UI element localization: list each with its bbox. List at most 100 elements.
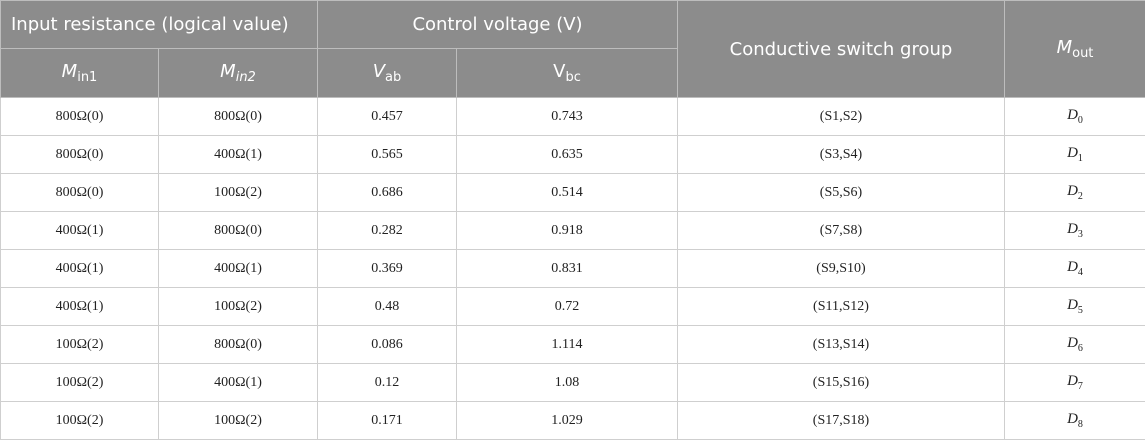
table-row: 800Ω(0) 400Ω(1) 0.565 0.635 (S3,S4) D1 [0, 135, 1145, 174]
header-min1: Min1 [0, 48, 159, 98]
cell-min1: 400Ω(1) [0, 211, 159, 250]
cell-mout-main: D [1067, 145, 1078, 161]
cell-mout-sub: 3 [1077, 229, 1083, 240]
cell-mout-main: D [1067, 297, 1078, 313]
cell-mout-sub: 7 [1077, 381, 1083, 392]
cell-mout: D2 [1004, 173, 1145, 212]
cell-mout-sub: 5 [1077, 305, 1083, 316]
cell-mout-main: D [1067, 335, 1078, 351]
cell-mout: D5 [1004, 287, 1145, 326]
cell-mout-main: D [1067, 373, 1078, 389]
header-mout: Mout [1004, 0, 1145, 98]
header-vab-sub: ab [385, 70, 402, 85]
cell-switches: (S7,S8) [677, 211, 1005, 250]
header-row-top: Input resistance (logical value) Control… [0, 0, 1145, 98]
cell-min2: 400Ω(1) [158, 249, 318, 288]
cell-min1: 100Ω(2) [0, 363, 159, 402]
cell-switches: (S17,S18) [677, 401, 1005, 440]
header-input-resistance: Input resistance (logical value) [0, 0, 318, 49]
header-min1-main: M [61, 61, 78, 82]
cell-mout: D6 [1004, 325, 1145, 364]
cell-mout: D3 [1004, 211, 1145, 250]
cell-vab: 0.12 [317, 363, 457, 402]
cell-switches: (S3,S4) [677, 135, 1005, 174]
cell-vab: 0.171 [317, 401, 457, 440]
cell-mout-main: D [1067, 183, 1078, 199]
header-vbc-main: V [553, 61, 566, 82]
table-row: 800Ω(0) 100Ω(2) 0.686 0.514 (S5,S6) D2 [0, 173, 1145, 212]
cell-min1: 800Ω(0) [0, 135, 159, 174]
table-row: 100Ω(2) 100Ω(2) 0.171 1.029 (S17,S18) D8 [0, 401, 1145, 440]
cell-vbc: 0.72 [456, 287, 678, 326]
cell-mout-main: D [1067, 107, 1078, 123]
cell-min2: 100Ω(2) [158, 401, 318, 440]
cell-mout-main: D [1067, 411, 1078, 427]
cell-vab: 0.48 [317, 287, 457, 326]
cell-vab: 0.369 [317, 249, 457, 288]
table-row: 400Ω(1) 800Ω(0) 0.282 0.918 (S7,S8) D3 [0, 211, 1145, 250]
cell-switches: (S1,S2) [677, 97, 1005, 136]
header-vbc-sub: bc [565, 70, 581, 85]
cell-vbc: 0.743 [456, 97, 678, 136]
cell-vbc: 1.029 [456, 401, 678, 440]
header-control-voltage: Control voltage (V) [317, 0, 678, 49]
header-mout-sub: out [1072, 46, 1094, 61]
cell-mout-sub: 6 [1077, 343, 1083, 354]
cell-mout-sub: 4 [1077, 267, 1083, 278]
cell-min2: 400Ω(1) [158, 363, 318, 402]
cell-min2: 800Ω(0) [158, 211, 318, 250]
cell-switches: (S9,S10) [677, 249, 1005, 288]
table-row: 800Ω(0) 800Ω(0) 0.457 0.743 (S1,S2) D0 [0, 97, 1145, 136]
header-vab-main: V [372, 61, 386, 82]
cell-vbc: 1.114 [456, 325, 678, 364]
header-mout-main: M [1056, 37, 1073, 58]
cell-mout: D1 [1004, 135, 1145, 174]
cell-mout-sub: 2 [1077, 191, 1083, 202]
header-vbc: Vbc [456, 48, 678, 98]
cell-min1: 100Ω(2) [0, 325, 159, 364]
table-row: 400Ω(1) 100Ω(2) 0.48 0.72 (S11,S12) D5 [0, 287, 1145, 326]
header-vab: Vab [317, 48, 457, 98]
cell-min2: 800Ω(0) [158, 97, 318, 136]
table-body: 800Ω(0) 800Ω(0) 0.457 0.743 (S1,S2) D0 8… [0, 97, 1145, 440]
header-min1-sub: in1 [77, 70, 98, 85]
cell-vbc: 0.514 [456, 173, 678, 212]
cell-vab: 0.282 [317, 211, 457, 250]
cell-mout: D0 [1004, 97, 1145, 136]
table-row: 100Ω(2) 800Ω(0) 0.086 1.114 (S13,S14) D6 [0, 325, 1145, 364]
cell-mout-sub: 0 [1077, 115, 1083, 126]
cell-min1: 800Ω(0) [0, 97, 159, 136]
cell-vbc: 0.831 [456, 249, 678, 288]
cell-min2: 100Ω(2) [158, 173, 318, 212]
cell-min2: 100Ω(2) [158, 287, 318, 326]
cell-min2: 400Ω(1) [158, 135, 318, 174]
cell-vab: 0.457 [317, 97, 457, 136]
cell-switches: (S5,S6) [677, 173, 1005, 212]
cell-vbc: 1.08 [456, 363, 678, 402]
cell-min1: 400Ω(1) [0, 249, 159, 288]
cell-mout-main: D [1067, 259, 1078, 275]
header-min2-main: M [220, 61, 236, 82]
table-row: 100Ω(2) 400Ω(1) 0.12 1.08 (S15,S16) D7 [0, 363, 1145, 402]
cell-vab: 0.565 [317, 135, 457, 174]
cell-vab: 0.686 [317, 173, 457, 212]
cell-min1: 100Ω(2) [0, 401, 159, 440]
cell-mout-sub: 8 [1077, 419, 1083, 430]
cell-mout: D8 [1004, 401, 1145, 440]
header-switch-group: Conductive switch group [677, 0, 1005, 98]
cell-mout: D7 [1004, 363, 1145, 402]
table-row: 400Ω(1) 400Ω(1) 0.369 0.831 (S9,S10) D4 [0, 249, 1145, 288]
cell-min2: 800Ω(0) [158, 325, 318, 364]
cell-min1: 400Ω(1) [0, 287, 159, 326]
header-row-bottom: Min1 Min2 Vab Vbc [0, 48, 1145, 98]
cell-vbc: 0.918 [456, 211, 678, 250]
header-min2-sub: in2 [235, 70, 256, 85]
cell-vbc: 0.635 [456, 135, 678, 174]
cell-switches: (S13,S14) [677, 325, 1005, 364]
cell-switches: (S11,S12) [677, 287, 1005, 326]
cell-mout-main: D [1067, 221, 1078, 237]
cell-mout: D4 [1004, 249, 1145, 288]
cell-switches: (S15,S16) [677, 363, 1005, 402]
cell-vab: 0.086 [317, 325, 457, 364]
